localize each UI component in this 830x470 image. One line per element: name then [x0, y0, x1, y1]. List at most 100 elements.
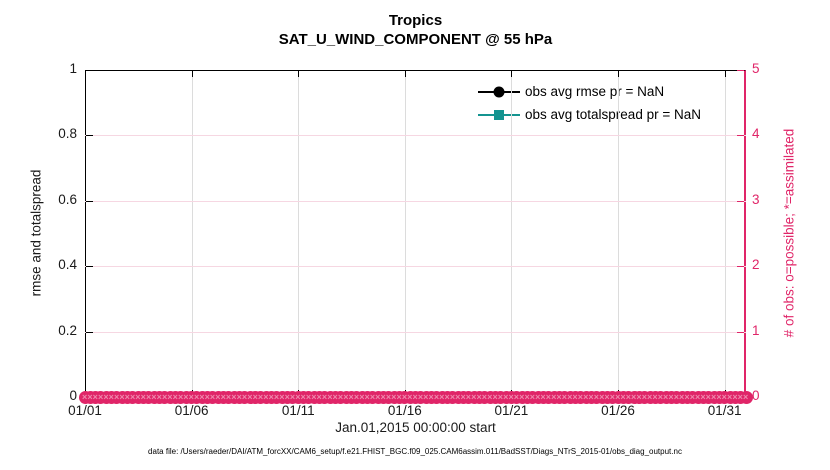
- obs-assimilated-marker: ×: [673, 391, 679, 402]
- obs-assimilated-marker: ×: [247, 391, 253, 402]
- y-tick-right: [737, 135, 744, 137]
- y-tick-label-left: 0: [69, 388, 77, 403]
- obs-assimilated-marker: ×: [695, 391, 701, 402]
- obs-assimilated-marker: ×: [236, 391, 242, 402]
- obs-assimilated-marker: ×: [433, 391, 440, 402]
- x-axis-label: Jan.01,2015 00:00:00 start: [335, 420, 496, 435]
- obs-assimilated-marker: ×: [183, 391, 189, 402]
- obs-assimilated-marker: ×: [220, 391, 226, 402]
- x-grid-line: [404, 70, 406, 397]
- obs-assimilated-marker: ×: [583, 391, 589, 402]
- obs-assimilated-marker: ×: [439, 391, 445, 402]
- obs-assimilated-marker: ×: [577, 391, 584, 402]
- obs-assimilated-marker: ×: [151, 391, 157, 402]
- chart-subtitle: SAT_U_WIND_COMPONENT @ 55 hPa: [278, 31, 553, 48]
- y-tick-label-right: 0: [752, 388, 760, 403]
- obs-assimilated-marker: ×: [353, 391, 360, 402]
- obs-assimilated-marker: ×: [369, 391, 376, 402]
- obs-assimilated-marker: ×: [311, 391, 317, 402]
- obs-assimilated-marker: ×: [300, 391, 306, 402]
- x-tick-top: [191, 70, 193, 77]
- obs-assimilated-marker: ×: [460, 391, 466, 402]
- obs-assimilated-marker: ×: [481, 391, 488, 402]
- obs-assimilated-marker: ×: [305, 391, 312, 402]
- obs-assimilated-marker: ×: [273, 391, 280, 402]
- obs-assimilated-marker: ×: [268, 391, 274, 402]
- obs-assimilated-marker: ×: [412, 391, 418, 402]
- obs-assimilated-marker: ×: [119, 391, 125, 402]
- legend: obs avg rmse pr = NaN obs avg totalsprea…: [478, 80, 701, 126]
- obs-assimilated-marker: ×: [252, 391, 258, 402]
- y-tick-right: [737, 70, 744, 71]
- y-tick-right: [737, 331, 744, 333]
- y-tick-label-right: 5: [752, 61, 760, 76]
- obs-assimilated-marker: ×: [567, 391, 573, 402]
- obs-assimilated-marker: ×: [508, 391, 514, 402]
- obs-assimilated-marker: ×: [215, 391, 221, 402]
- legend-label-rmse: obs avg rmse pr = NaN: [525, 84, 665, 99]
- obs-assimilated-marker: ×: [700, 391, 706, 402]
- obs-assimilated-marker: ×: [540, 391, 546, 402]
- x-tick-label: 01/21: [494, 403, 529, 418]
- obs-assimilated-marker: ×: [135, 391, 141, 402]
- obs-assimilated-marker: ×: [428, 391, 434, 402]
- obs-assimilated-marker: ×: [689, 391, 695, 402]
- obs-assimilated-marker: ×: [92, 391, 98, 402]
- obs-assimilated-marker: ×: [716, 391, 722, 402]
- obs-assimilated-marker: ×: [321, 391, 328, 402]
- obs-assimilated-marker: ×: [545, 391, 552, 402]
- obs-assimilated-marker: ×: [497, 391, 504, 402]
- obs-assimilated-marker: ×: [97, 391, 104, 402]
- x-tick-label: 01/06: [174, 403, 209, 418]
- obs-assimilated-marker: ×: [529, 391, 536, 402]
- obs-assimilated-marker: ×: [145, 391, 152, 402]
- circle-marker-icon: [493, 86, 505, 97]
- obs-assimilated-marker: ×: [513, 391, 520, 402]
- x-tick-top: [618, 70, 620, 77]
- x-grid-line: [618, 70, 620, 397]
- obs-assimilated-marker: ×: [449, 391, 456, 402]
- obs-assimilated-marker: ×: [193, 391, 200, 402]
- obs-assimilated-marker: ×: [737, 391, 743, 402]
- x-grid-line: [191, 70, 193, 397]
- obs-possible-marker: [739, 390, 753, 404]
- y-tick-label-right: 3: [752, 191, 760, 207]
- obs-assimilated-marker: ×: [684, 391, 690, 402]
- obs-assimilated-marker: ×: [167, 391, 173, 402]
- y-tick-label-right: 4: [752, 126, 760, 142]
- obs-assimilated-marker: ×: [705, 391, 711, 402]
- x-grid-line: [724, 70, 726, 397]
- y-tick-label-left: 0.2: [58, 322, 77, 338]
- obs-assimilated-marker: ×: [295, 391, 301, 402]
- obs-assimilated-marker: ×: [87, 391, 93, 402]
- obs-assimilated-marker: ×: [161, 391, 168, 402]
- x-tick-label: 01/31: [707, 403, 742, 418]
- y-tick-left: [86, 70, 93, 71]
- obs-assimilated-marker: ×: [636, 391, 642, 402]
- y-tick-label-left: 0.6: [58, 191, 77, 207]
- legend-item-totalspread: obs avg totalspread pr = NaN: [478, 103, 701, 126]
- x-tick-label: 01/01: [68, 403, 102, 418]
- obs-assimilated-marker: ×: [199, 391, 205, 402]
- obs-assimilated-marker: ×: [129, 391, 136, 402]
- obs-assimilated-marker: ×: [401, 391, 408, 402]
- obs-assimilated-marker: ×: [156, 391, 162, 402]
- x-tick-label: 01/11: [281, 403, 315, 418]
- x-grid-line: [298, 70, 300, 397]
- x-tick-top: [298, 70, 300, 77]
- obs-assimilated-marker: ×: [444, 391, 450, 402]
- y-tick-label-right: 1: [752, 322, 760, 338]
- obs-assimilated-marker: ×: [332, 391, 338, 402]
- legend-item-rmse: obs avg rmse pr = NaN: [478, 80, 701, 103]
- obs-assimilated-marker: ×: [743, 391, 749, 402]
- obs-assimilated-marker: ×: [476, 391, 482, 402]
- obs-assimilated-marker: ×: [316, 391, 322, 402]
- obs-assimilated-marker: ×: [625, 391, 631, 402]
- obs-assimilated-marker: ×: [124, 391, 130, 402]
- obs-assimilated-marker: ×: [620, 391, 626, 402]
- x-tick-top: [724, 70, 726, 77]
- obs-assimilated-marker: ×: [257, 391, 264, 402]
- chart-title: Tropics: [388, 12, 443, 29]
- obs-assimilated-marker: ×: [551, 391, 557, 402]
